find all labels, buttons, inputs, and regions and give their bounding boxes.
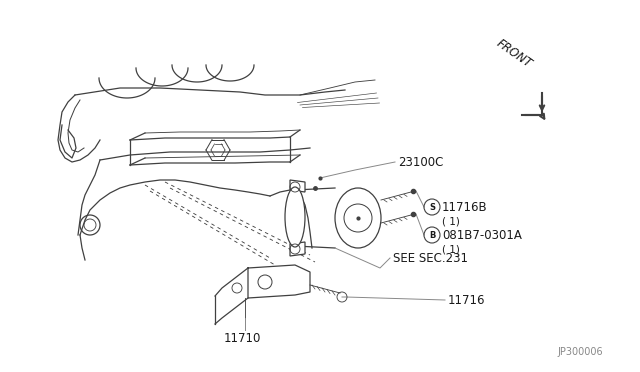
Text: 23100C: 23100C — [398, 155, 444, 169]
Text: 11716: 11716 — [448, 294, 486, 307]
Polygon shape — [290, 242, 305, 256]
Text: JP300006: JP300006 — [557, 347, 603, 357]
Text: FRONT: FRONT — [494, 36, 534, 70]
Text: S: S — [429, 202, 435, 212]
Ellipse shape — [285, 187, 305, 247]
Text: 081B7-0301A: 081B7-0301A — [442, 228, 522, 241]
Text: 11716B: 11716B — [442, 201, 488, 214]
Text: SEE SEC.231: SEE SEC.231 — [393, 251, 468, 264]
Text: 11710: 11710 — [224, 331, 261, 344]
Text: B: B — [429, 231, 435, 240]
Text: ( 1): ( 1) — [442, 244, 460, 254]
Polygon shape — [290, 180, 305, 192]
Text: ( 1): ( 1) — [442, 216, 460, 226]
